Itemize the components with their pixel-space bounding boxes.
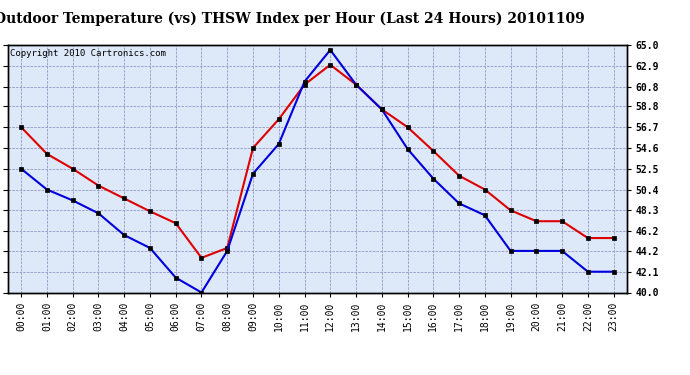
Text: Copyright 2010 Cartronics.com: Copyright 2010 Cartronics.com (10, 49, 166, 58)
Text: Outdoor Temperature (vs) THSW Index per Hour (Last 24 Hours) 20101109: Outdoor Temperature (vs) THSW Index per … (0, 11, 585, 26)
